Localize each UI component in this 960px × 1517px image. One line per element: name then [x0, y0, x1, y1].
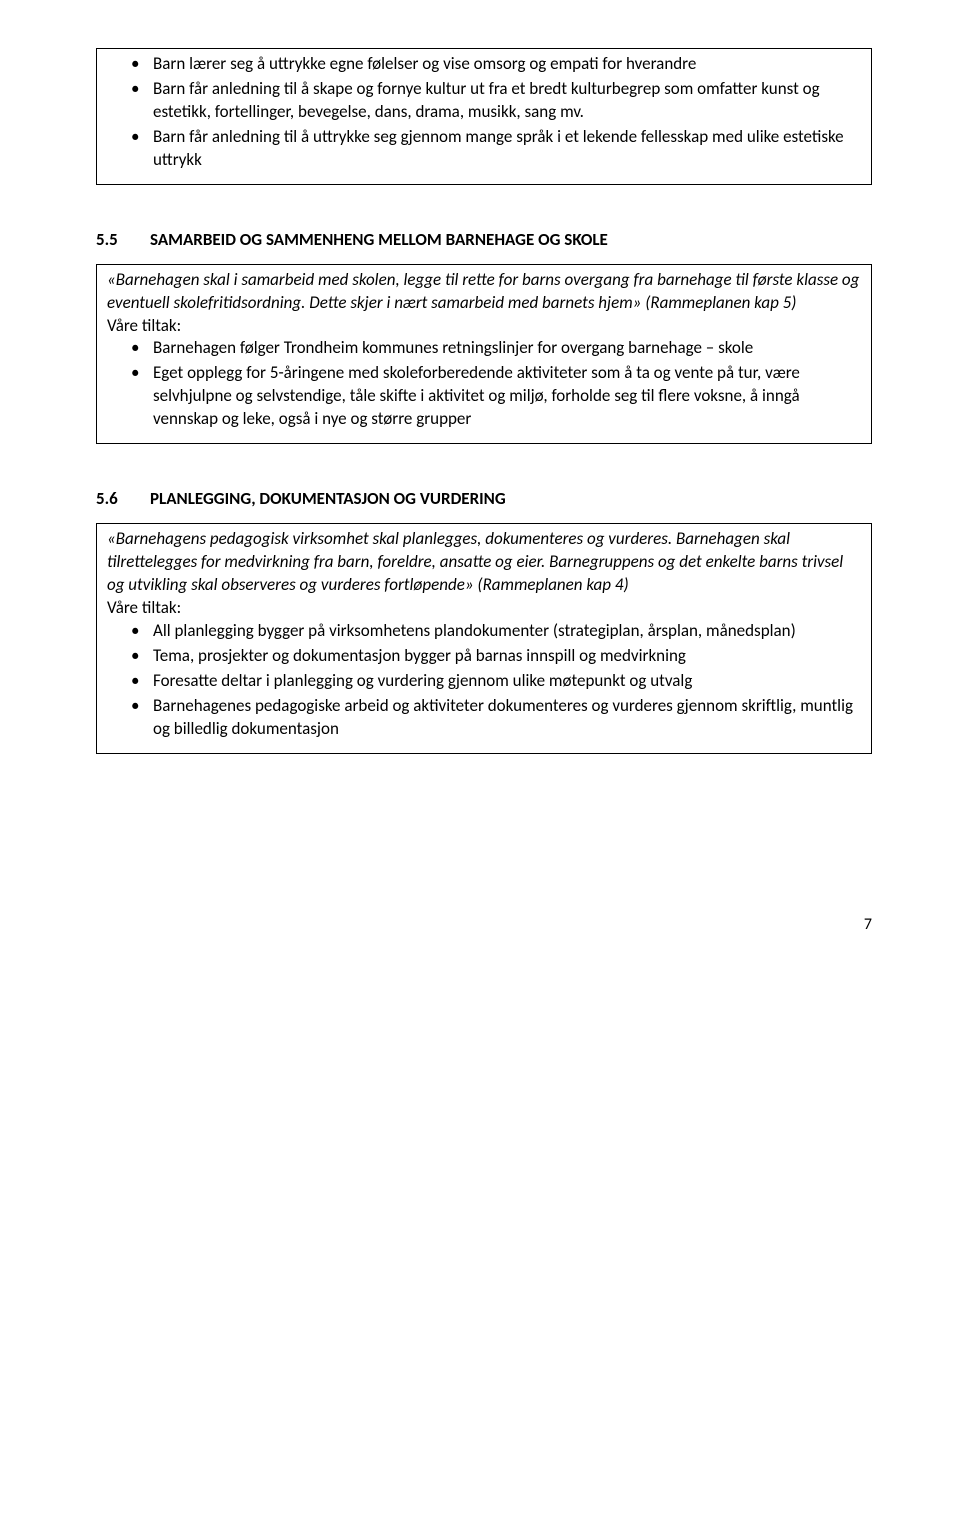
list-item: Barnehagenes pedagogiske arbeid og aktiv… [131, 695, 861, 741]
section-number: 5.6 [96, 488, 150, 511]
content-box-3: «Barnehagens pedagogisk virksomhet skal … [96, 523, 872, 753]
intro-quote: «Barnehagens pedagogisk virksomhet skal … [107, 528, 861, 597]
list-item: Barnehagen følger Trondheim kommunes ret… [131, 337, 861, 360]
section-number: 5.5 [96, 229, 150, 252]
bullet-list-3: All planlegging bygger på virksomhetens … [107, 620, 861, 741]
tiltak-label: Våre tiltak: [107, 315, 861, 338]
intro-quote: «Barnehagen skal i samarbeid med skolen,… [107, 269, 861, 315]
bullet-list-2: Barnehagen følger Trondheim kommunes ret… [107, 337, 861, 431]
bullet-list-1: Barn lærer seg å uttrykke egne følelser … [107, 53, 861, 172]
section-heading-5-6: 5.6PLANLEGGING, DOKUMENTASJON OG VURDERI… [96, 488, 872, 511]
content-box-1: Barn lærer seg å uttrykke egne følelser … [96, 48, 872, 185]
list-item: Tema, prosjekter og dokumentasjon bygger… [131, 645, 861, 668]
list-item: Foresatte deltar i planlegging og vurder… [131, 670, 861, 693]
list-item: All planlegging bygger på virksomhetens … [131, 620, 861, 643]
list-item: Barn får anledning til å skape og fornye… [131, 78, 861, 124]
list-item: Barn lærer seg å uttrykke egne følelser … [131, 53, 861, 76]
list-item: Barn får anledning til å uttrykke seg gj… [131, 126, 861, 172]
content-box-2: «Barnehagen skal i samarbeid med skolen,… [96, 264, 872, 445]
list-item: Eget opplegg for 5-åringene med skolefor… [131, 362, 861, 431]
tiltak-label: Våre tiltak: [107, 597, 861, 620]
section-title: SAMARBEID OG SAMMENHENG MELLOM BARNEHAGE… [150, 229, 608, 250]
section-heading-5-5: 5.5SAMARBEID OG SAMMENHENG MELLOM BARNEH… [96, 229, 872, 252]
page-number: 7 [96, 914, 872, 936]
section-title: PLANLEGGING, DOKUMENTASJON OG VURDERING [150, 488, 506, 509]
